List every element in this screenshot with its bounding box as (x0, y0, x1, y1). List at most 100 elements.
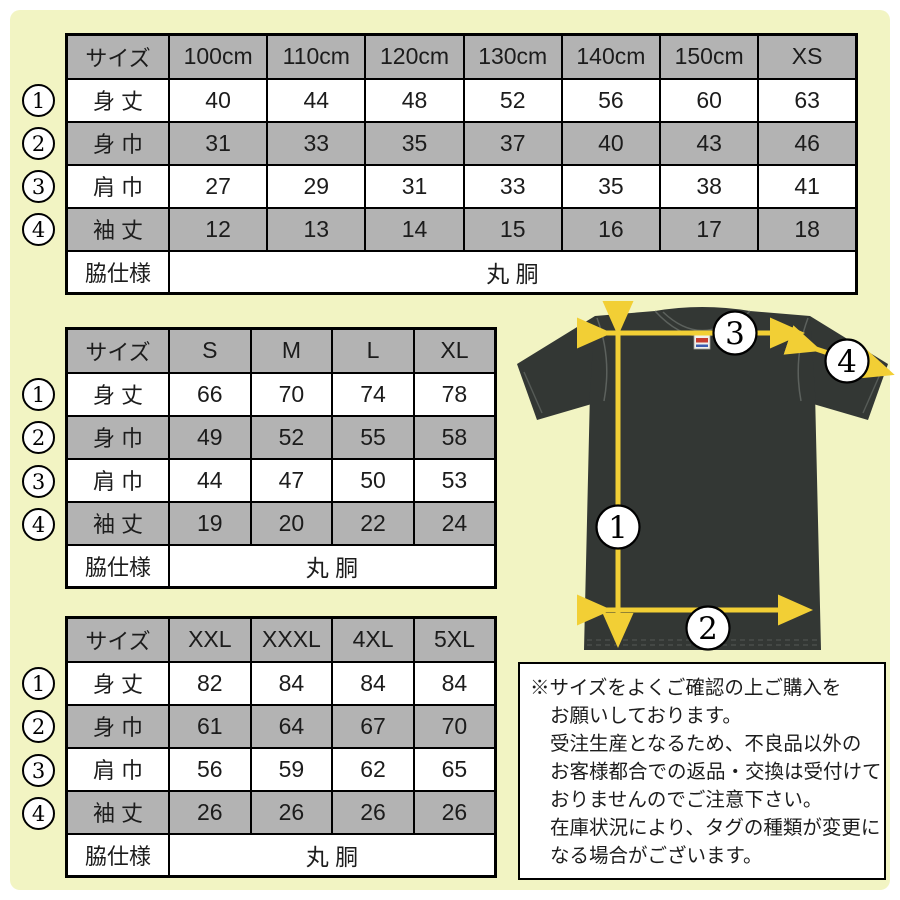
row-label-cell: 身 巾 (65, 414, 170, 460)
row-label-cell: 肩 巾 (65, 746, 170, 792)
row-marker-4: 4 (22, 213, 55, 246)
measure-marker-2: 2 (698, 611, 718, 647)
row-marker-2: 2 (22, 127, 55, 160)
value-cell: 63 (757, 77, 858, 123)
column-header-cell: 5XL (412, 616, 497, 663)
value-cell: 31 (364, 163, 465, 209)
value-cell: 44 (168, 457, 252, 503)
value-cell: 12 (167, 206, 269, 252)
column-header-cell: 130cm (462, 33, 563, 80)
row-marker-2: 2 (22, 421, 55, 454)
value-cell: 29 (266, 163, 367, 209)
value-cell: 38 (659, 163, 760, 209)
value-cell: 62 (331, 746, 415, 792)
value-cell: 26 (168, 789, 252, 835)
row-marker-1: 1 (22, 84, 55, 117)
column-header-cell: 150cm (659, 33, 760, 80)
value-cell: 16 (560, 206, 662, 252)
column-header-cell: XL (412, 327, 497, 374)
row-label-cell: 身 丈 (65, 371, 170, 417)
row-label-cell: 身 巾 (65, 120, 170, 166)
row-label-cell: 袖 丈 (65, 206, 170, 252)
size-table-kids: サイズ 100cm 110cm 120cm 130cm 140cm 150cm XS 身 丈 40… (65, 33, 858, 295)
value-cell: 70 (412, 703, 497, 749)
tshirt-measure-diagram: 3 4 1 2 (517, 300, 895, 651)
value-cell: 46 (757, 120, 858, 166)
row-label-cell: 袖 丈 (65, 500, 170, 546)
value-cell: 84 (412, 660, 497, 706)
value-cell: 50 (331, 457, 415, 503)
notice-line: 受注生産となるため、不良品以外の (550, 733, 862, 755)
measure-marker-1-circle (595, 504, 641, 550)
column-header-cell: 140cm (560, 33, 662, 80)
column-header-cell: XS (757, 33, 858, 80)
value-cell: 14 (364, 206, 465, 252)
notice-line: 在庫状況により、タグの種類が変更に (550, 817, 881, 839)
measure-marker-4-circle (824, 338, 870, 384)
measure-marker-4: 4 (837, 344, 857, 380)
shirt-sleeve-left (517, 316, 602, 420)
side-spec-value: 丸 胴 (168, 249, 858, 295)
shirt-body (584, 307, 821, 650)
value-cell: 64 (249, 703, 334, 749)
row-marker-3: 3 (22, 754, 55, 787)
row-marker-3: 3 (22, 170, 55, 203)
value-cell: 70 (249, 371, 334, 417)
side-spec-value: 丸 胴 (168, 543, 497, 589)
value-cell: 41 (757, 163, 858, 209)
row-label-cell: 身 巾 (65, 703, 170, 749)
value-cell: 84 (249, 660, 334, 706)
measure-marker-2-circle (685, 605, 731, 651)
column-header-cell: 4XL (331, 616, 415, 663)
notice-line: ※サイズをよくご確認の上ご購入を (530, 677, 842, 699)
measure-marker-1: 1 (608, 510, 628, 546)
side-spec-label: 脇仕様 (65, 832, 170, 878)
value-cell: 58 (412, 414, 497, 460)
value-cell: 53 (412, 457, 497, 503)
value-cell: 56 (168, 746, 252, 792)
size-table-adult: サイズ S M L XL 身 丈 66 70 74 78 身 巾 49 52 55 58 肩 巾 44 47 50 5… (65, 327, 497, 589)
value-cell: 66 (168, 371, 252, 417)
value-cell: 19 (168, 500, 252, 546)
value-cell: 31 (167, 120, 269, 166)
size-header-cell: サイズ (65, 327, 170, 374)
row-marker-1: 1 (22, 378, 55, 411)
value-cell: 60 (659, 77, 760, 123)
column-header-cell: XXL (168, 616, 252, 663)
row-label-cell: 袖 丈 (65, 789, 170, 835)
value-cell: 56 (560, 77, 662, 123)
value-cell: 20 (249, 500, 334, 546)
value-cell: 33 (266, 120, 367, 166)
value-cell: 37 (462, 120, 563, 166)
measure-marker-3: 3 (725, 316, 745, 352)
row-marker-4: 4 (22, 508, 55, 541)
row-label-cell: 身 丈 (65, 660, 170, 706)
side-spec-label: 脇仕様 (65, 249, 170, 295)
value-cell: 26 (331, 789, 415, 835)
value-cell: 52 (462, 77, 563, 123)
value-cell: 35 (560, 163, 662, 209)
value-cell: 55 (331, 414, 415, 460)
value-cell: 44 (266, 77, 367, 123)
value-cell: 40 (560, 120, 662, 166)
column-header-cell: 110cm (266, 33, 367, 80)
value-cell: 49 (168, 414, 252, 460)
value-cell: 22 (331, 500, 415, 546)
value-cell: 67 (331, 703, 415, 749)
row-marker-2: 2 (22, 710, 55, 743)
notice-box: ※サイズをよくご確認の上ご購入を お願いしております。 受注生産となるため、不良… (518, 662, 886, 880)
value-cell: 40 (167, 77, 269, 123)
size-header-cell: サイズ (65, 616, 170, 663)
column-header-cell: 100cm (167, 33, 269, 80)
notice-line: おりませんのでご注意下さい。 (550, 789, 823, 811)
value-cell: 43 (659, 120, 760, 166)
size-table-plus: サイズ XXL XXXL 4XL 5XL 身 丈 82 84 84 84 身 巾 61 64 67 70 肩 … (65, 616, 497, 878)
column-header-cell: 120cm (364, 33, 465, 80)
value-cell: 61 (168, 703, 252, 749)
value-cell: 74 (331, 371, 415, 417)
value-cell: 52 (249, 414, 334, 460)
value-cell: 13 (266, 206, 367, 252)
row-label-cell: 肩 巾 (65, 163, 170, 209)
value-cell: 27 (167, 163, 269, 209)
